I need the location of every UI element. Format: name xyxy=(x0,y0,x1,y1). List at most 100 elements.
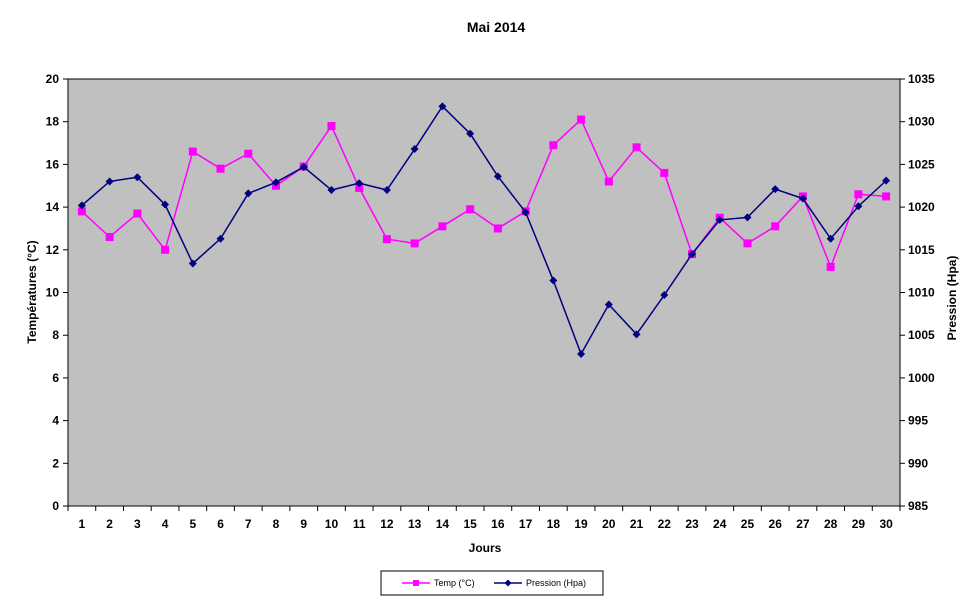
data-point xyxy=(355,183,364,192)
x-tick-label: 23 xyxy=(685,517,699,531)
data-point xyxy=(299,162,308,171)
data-point xyxy=(577,115,586,124)
data-point xyxy=(438,222,447,231)
x-tick-label: 26 xyxy=(769,517,783,531)
x-tick-label: 30 xyxy=(879,517,893,531)
data-point xyxy=(161,200,170,209)
data-point xyxy=(244,189,253,198)
data-point xyxy=(743,239,752,248)
data-point xyxy=(826,234,835,243)
data-point xyxy=(743,213,752,222)
data-point xyxy=(410,239,419,248)
data-point xyxy=(466,129,475,138)
x-tick-label: 16 xyxy=(491,517,505,531)
data-point xyxy=(382,235,391,244)
data-point xyxy=(355,179,364,188)
left-tick-label: 14 xyxy=(46,200,60,214)
data-point xyxy=(77,201,86,210)
legend: Temp (°C) Pression (Hpa) xyxy=(380,570,604,596)
right-tick-label: 990 xyxy=(908,456,928,470)
legend-temp-label: Temp (°C) xyxy=(434,578,475,588)
data-point xyxy=(272,178,280,187)
data-point xyxy=(882,192,891,201)
right-tick-label: 1025 xyxy=(908,157,935,171)
data-point xyxy=(771,222,780,231)
series-pression xyxy=(77,102,891,358)
data-point xyxy=(77,207,86,216)
x-tick-label: 2 xyxy=(106,517,113,531)
data-point xyxy=(826,262,835,271)
data-point xyxy=(133,173,142,182)
data-point xyxy=(604,177,613,186)
data-point xyxy=(549,141,558,150)
x-tick-label: 9 xyxy=(300,517,307,531)
data-point xyxy=(854,190,863,199)
data-point xyxy=(549,276,558,285)
data-point xyxy=(660,168,669,177)
x-tick-label: 20 xyxy=(602,517,616,531)
data-point xyxy=(188,147,197,156)
x-tick-label: 18 xyxy=(547,517,561,531)
legend-pression-marker xyxy=(504,579,512,587)
data-point xyxy=(327,186,336,195)
right-tick-label: 1010 xyxy=(908,286,935,300)
x-tick-label: 19 xyxy=(574,517,588,531)
x-tick-label: 10 xyxy=(325,517,339,531)
data-point xyxy=(382,186,391,195)
left-y-axis: 0 2 4 6 8 10 12 14 16 18 20 xyxy=(46,72,68,513)
right-tick-label: 1000 xyxy=(908,371,935,385)
right-tick-label: 1020 xyxy=(908,200,935,214)
chart-title: Mai 2014 xyxy=(467,19,526,35)
x-axis-label: Jours xyxy=(469,541,502,555)
data-point xyxy=(854,202,863,211)
left-tick-label: 8 xyxy=(52,328,59,342)
x-tick-label: 8 xyxy=(273,517,280,531)
x-axis: 1 2 3 4 5 6 7 8 9 10 11 12 13 14 15 16 17 18 19 20 21 22 23 24 2… xyxy=(67,506,901,531)
data-point xyxy=(216,234,225,243)
x-tick-label: 25 xyxy=(741,517,755,531)
right-tick-label: 1005 xyxy=(908,328,935,342)
left-tick-label: 20 xyxy=(46,72,60,86)
data-point xyxy=(882,176,891,185)
left-tick-label: 10 xyxy=(46,286,60,300)
x-tick-label: 4 xyxy=(162,517,169,531)
data-point xyxy=(521,208,530,217)
data-point xyxy=(660,291,669,300)
right-tick-label: 1035 xyxy=(908,72,935,86)
x-tick-label: 5 xyxy=(189,517,196,531)
y-axis-right-label: Pression (Hpa) xyxy=(945,256,959,341)
data-point xyxy=(105,232,114,241)
left-tick-label: 18 xyxy=(46,115,60,129)
data-point xyxy=(798,194,807,203)
data-point xyxy=(466,205,475,214)
data-point xyxy=(604,300,613,309)
data-point xyxy=(105,177,114,186)
x-tick-label: 6 xyxy=(217,517,224,531)
left-tick-label: 16 xyxy=(46,157,60,171)
left-tick-label: 2 xyxy=(52,456,59,470)
data-point xyxy=(632,330,641,339)
data-point xyxy=(771,185,780,194)
x-tick-label: 3 xyxy=(134,517,141,531)
x-tick-label: 28 xyxy=(824,517,838,531)
right-tick-label: 995 xyxy=(908,414,928,428)
y-axis-left-label: Températures (°C) xyxy=(25,240,39,343)
x-tick-label: 15 xyxy=(463,517,477,531)
x-tick-label: 21 xyxy=(630,517,644,531)
x-tick-label: 7 xyxy=(245,517,252,531)
right-tick-label: 1015 xyxy=(908,243,935,257)
x-tick-label: 12 xyxy=(380,517,394,531)
left-tick-label: 0 xyxy=(52,499,59,513)
x-tick-label: 11 xyxy=(353,517,366,531)
series-line xyxy=(81,105,887,356)
x-tick-label: 13 xyxy=(408,517,422,531)
left-tick-label: 4 xyxy=(52,414,59,428)
series-layer xyxy=(77,102,891,358)
data-point xyxy=(216,164,225,173)
x-tick-label: 22 xyxy=(658,517,672,531)
data-point xyxy=(327,121,336,130)
data-point xyxy=(410,145,419,154)
series-line xyxy=(81,118,887,269)
left-tick-label: 6 xyxy=(52,371,59,385)
x-tick-label: 24 xyxy=(713,517,727,531)
